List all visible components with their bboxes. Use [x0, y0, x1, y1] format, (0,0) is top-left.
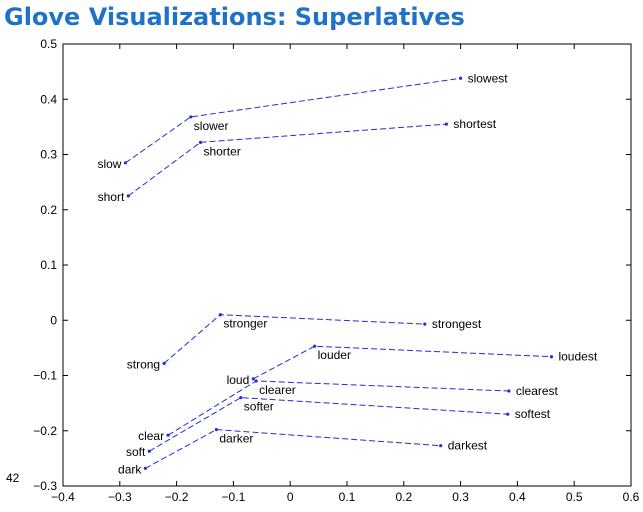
series-lines — [125, 77, 552, 469]
data-point — [251, 377, 255, 381]
data-point — [239, 396, 243, 400]
data-point — [126, 194, 130, 198]
data-point — [459, 76, 463, 80]
data-point — [162, 361, 166, 365]
y-tick-label: 0.1 — [40, 258, 57, 272]
word-label: shortest — [453, 117, 496, 131]
x-tick-label: 0.4 — [509, 490, 526, 504]
series-line — [145, 429, 441, 469]
data-point — [506, 412, 510, 416]
y-tick-label: −0.1 — [33, 369, 57, 383]
word-label: softer — [244, 400, 274, 414]
series-line — [125, 77, 461, 164]
word-label: softest — [515, 407, 551, 421]
series-line — [149, 397, 508, 452]
y-tick-label: 0 — [50, 313, 57, 327]
slide-title: Glove Visualizations: Superlatives — [4, 3, 465, 31]
y-tick-label: 0.5 — [40, 37, 57, 51]
data-point — [123, 161, 128, 165]
data-point — [147, 449, 151, 453]
y-tick-label: 0.4 — [40, 92, 57, 106]
x-tick-label: −0.2 — [165, 490, 189, 504]
x-tick-label: −0.1 — [222, 490, 246, 504]
data-point — [189, 115, 193, 119]
word-label: stronger — [223, 317, 267, 331]
data-point — [444, 122, 448, 126]
data-point — [549, 355, 554, 359]
x-tick-label: −0.4 — [51, 490, 75, 504]
word-label: darker — [219, 432, 253, 446]
data-point — [143, 466, 147, 470]
x-tick-label: 0.1 — [339, 490, 356, 504]
word-label: clear — [138, 429, 164, 443]
x-tick-label: −0.3 — [108, 490, 132, 504]
y-tick-label: 0.2 — [40, 203, 57, 217]
word-label: slower — [194, 119, 229, 133]
y-tick-label: 0.3 — [40, 148, 57, 162]
word-label: loud — [227, 373, 250, 387]
data-point — [439, 444, 443, 448]
word-label: louder — [318, 348, 351, 362]
data-point — [166, 433, 170, 437]
word-label: clearest — [516, 384, 559, 398]
data-point — [313, 344, 317, 348]
data-point — [218, 313, 222, 317]
data-points — [123, 76, 554, 470]
x-tick-label: 0 — [287, 490, 294, 504]
word-label: darkest — [448, 439, 488, 453]
word-label: strong — [127, 357, 160, 371]
y-tick-label: −0.3 — [33, 479, 57, 493]
word-label: dark — [118, 462, 142, 476]
word-label: slow — [97, 157, 121, 171]
series-line — [253, 345, 552, 380]
axes: −0.4 −0.3 −0.2 −0.1 0 0.1 0.2 0.3 0.4 0.5 0.6−0.3−… — [33, 37, 639, 504]
x-tick-label: 0.5 — [566, 490, 583, 504]
data-point — [214, 428, 218, 432]
data-point — [198, 140, 203, 144]
series-line — [128, 123, 447, 197]
x-tick-label: 0.3 — [452, 490, 469, 504]
word-label: loudest — [558, 350, 597, 364]
word-label: short — [98, 190, 125, 204]
word-label: shorter — [203, 144, 240, 158]
word-label: clearer — [259, 383, 296, 397]
word-label: slowest — [468, 71, 509, 85]
series-line — [163, 314, 425, 364]
data-point — [423, 322, 427, 326]
y-tick-label: −0.2 — [33, 424, 57, 438]
page-number: 42 — [6, 471, 20, 485]
word-labels: slow slower slowest short shorter shortest str… — [97, 71, 597, 476]
x-tick-label: 0.6 — [623, 490, 640, 504]
x-tick-label: 0.2 — [395, 490, 412, 504]
data-point — [254, 379, 258, 383]
series-line — [167, 380, 509, 436]
word-label: strongest — [432, 317, 482, 331]
data-point — [507, 389, 511, 393]
word-label: soft — [126, 445, 146, 459]
